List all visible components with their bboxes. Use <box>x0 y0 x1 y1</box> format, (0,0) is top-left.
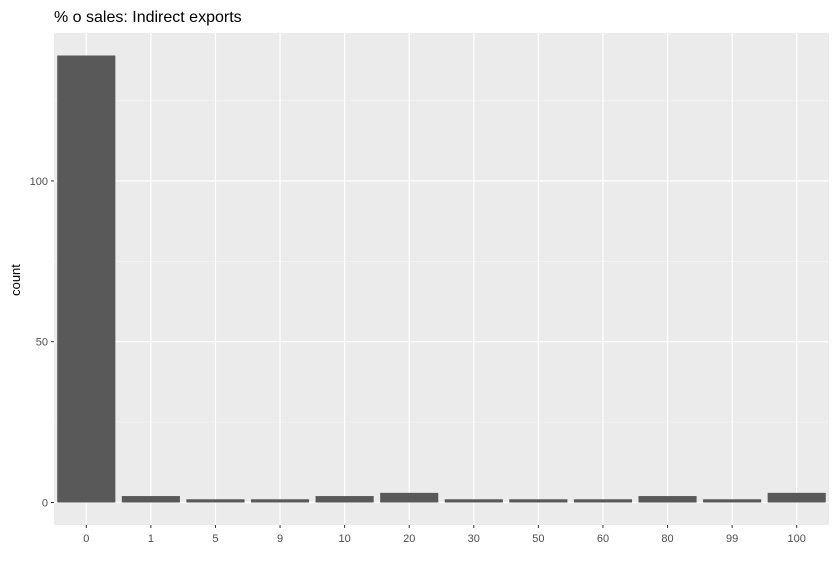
chart-title: % o sales: Indirect exports <box>54 9 242 26</box>
major-gridlines <box>54 33 829 525</box>
bar-99 <box>703 499 762 503</box>
y-tick-label: 0 <box>42 497 48 509</box>
y-axis-title: count <box>8 264 23 296</box>
x-tick-label: 30 <box>468 533 480 545</box>
bar-60 <box>573 499 633 503</box>
bar-20 <box>380 492 439 503</box>
x-tick-label: 1 <box>148 533 154 545</box>
x-tick-label: 100 <box>788 533 806 545</box>
bar-1 <box>121 496 180 503</box>
x-tick-label: 99 <box>726 533 738 545</box>
bar-80 <box>638 496 697 503</box>
x-tick-label: 20 <box>403 533 415 545</box>
y-axis: 0 50 100 <box>30 176 54 509</box>
x-tick-label: 80 <box>661 533 673 545</box>
bar-9 <box>250 499 310 503</box>
y-tick-label: 100 <box>30 176 48 188</box>
bar-30 <box>444 499 503 503</box>
y-tick-label: 50 <box>36 337 48 349</box>
x-tick-label: 60 <box>597 533 609 545</box>
x-tick-label: 10 <box>339 533 351 545</box>
x-tick-label: 0 <box>83 533 89 545</box>
x-tick-label: 5 <box>212 533 218 545</box>
x-axis: 0 1 5 9 10 20 30 50 60 80 99 100 <box>83 525 806 545</box>
plot-panel <box>54 33 829 525</box>
bar-5 <box>186 499 245 503</box>
bar-10 <box>315 496 374 503</box>
bar-100 <box>767 492 826 503</box>
bar-50 <box>509 499 568 503</box>
x-tick-label: 50 <box>532 533 544 545</box>
x-tick-label: 9 <box>277 533 283 545</box>
bars <box>57 55 826 503</box>
bar-0 <box>57 55 116 503</box>
minor-gridlines <box>54 100 829 423</box>
